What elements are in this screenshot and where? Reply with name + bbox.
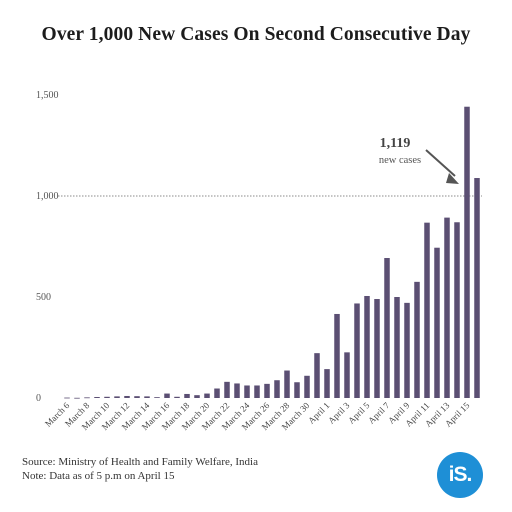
bar [194,395,200,398]
x-tick-label: April 3 [326,400,352,426]
annotation-value: 1,119 [380,136,411,151]
bar [474,178,480,398]
bar [374,299,380,398]
bar [234,383,240,398]
source-line: Source: Ministry of Health and Family We… [22,456,258,468]
bar [114,396,120,398]
bar [124,395,130,398]
bar [74,397,80,399]
x-tick-label: April 1 [306,400,331,425]
bar [344,352,350,398]
indiaspend-logo: iS. [437,452,483,498]
bar [294,382,300,398]
x-tick-label: April 7 [366,400,392,426]
x-tick-label: April 5 [346,400,372,426]
bar [424,222,430,398]
bar [354,303,360,398]
bar [334,313,340,398]
chart-title: Over 1,000 New Cases On Second Consecuti… [41,24,471,45]
y-tick-label: 0 [36,393,41,404]
bar [84,397,90,399]
annotation-arrow-line [425,149,456,177]
bar [104,396,110,398]
bar [134,396,140,398]
bar [454,222,460,398]
bar [324,369,330,398]
bar [144,396,150,398]
y-tick-label: 1,500 [36,90,59,101]
annotation-arrow-head [446,173,459,184]
bar [314,353,320,398]
bar [254,385,260,398]
bar [304,375,310,398]
bar [434,247,440,398]
bar [364,295,370,398]
bar [414,281,420,398]
bar [464,106,470,398]
y-tick-label: 500 [36,292,51,303]
bar [404,302,410,398]
bar [394,297,400,398]
bar [204,393,210,398]
bar [154,397,160,398]
bar [284,370,290,398]
bar [184,393,190,398]
y-tick-label: 1,000 [36,191,59,202]
bar [384,258,390,398]
bar [94,396,100,398]
bar [244,385,250,398]
bar [174,396,180,398]
note-line: Note: Data as of 5 p.m on April 15 [22,470,175,482]
bar [164,393,170,398]
bar [224,381,230,398]
annotation-label: new cases [379,155,421,166]
bar [214,388,220,398]
bar [444,217,450,398]
source-note: Source: Ministry of Health and Family We… [22,455,258,483]
bar [64,397,70,399]
bar [274,380,280,398]
bar [264,383,270,398]
